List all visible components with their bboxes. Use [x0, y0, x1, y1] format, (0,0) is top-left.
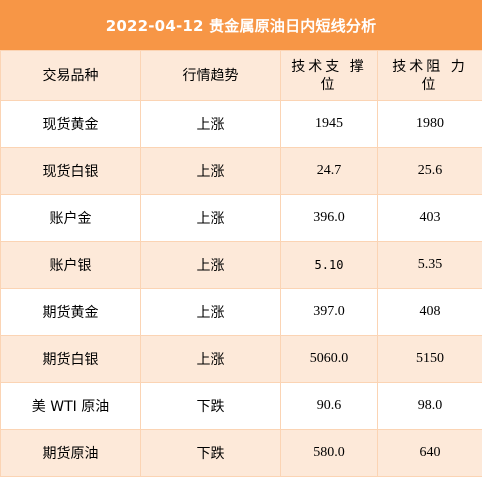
support-cell: 396.0	[280, 194, 378, 242]
table-row: 账户银 上涨 5.10 5.35	[0, 241, 482, 289]
resistance-cell: 408	[377, 288, 482, 336]
trend-cell: 上涨	[140, 194, 281, 242]
header-trend: 行情趋势	[140, 50, 281, 101]
table-row: 现货白银 上涨 24.7 25.6	[0, 147, 482, 195]
instrument-cell: 期货黄金	[0, 288, 141, 336]
support-cell: 24.7	[280, 147, 378, 195]
support-cell: 5060.0	[280, 335, 378, 383]
resistance-cell: 640	[377, 429, 482, 477]
resistance-cell: 1980	[377, 100, 482, 148]
support-cell: 1945	[280, 100, 378, 148]
header-resistance: 技术阻 力 位	[377, 50, 482, 101]
trend-cell: 上涨	[140, 288, 281, 336]
resistance-cell: 25.6	[377, 147, 482, 195]
instrument-cell: 账户银	[0, 241, 141, 289]
table-row: 期货黄金 上涨 397.0 408	[0, 288, 482, 336]
table-row: 美 WTI 原油 下跌 90.6 98.0	[0, 382, 482, 430]
analysis-table: 交易品种 行情趋势 技术支 撑 位 技术阻 力 位 现货黄金 上涨 1945 1…	[0, 50, 482, 477]
table-row: 期货原油 下跌 580.0 640	[0, 429, 482, 477]
support-cell: 397.0	[280, 288, 378, 336]
table-row: 期货白银 上涨 5060.0 5150	[0, 335, 482, 383]
table-title: 2022-04-12 贵金属原油日内短线分析	[0, 0, 482, 50]
trend-cell: 上涨	[140, 147, 281, 195]
instrument-cell: 现货黄金	[0, 100, 141, 148]
instrument-cell: 账户金	[0, 194, 141, 242]
resistance-cell: 403	[377, 194, 482, 242]
trend-cell: 上涨	[140, 100, 281, 148]
table-row: 现货黄金 上涨 1945 1980	[0, 100, 482, 148]
trend-cell: 上涨	[140, 335, 281, 383]
header-instrument: 交易品种	[0, 50, 141, 101]
instrument-cell: 现货白银	[0, 147, 141, 195]
header-row: 交易品种 行情趋势 技术支 撑 位 技术阻 力 位	[0, 50, 482, 101]
trend-cell: 下跌	[140, 429, 281, 477]
instrument-cell: 期货白银	[0, 335, 141, 383]
resistance-cell: 5150	[377, 335, 482, 383]
trend-cell: 下跌	[140, 382, 281, 430]
instrument-cell: 美 WTI 原油	[0, 382, 141, 430]
table-row: 账户金 上涨 396.0 403	[0, 194, 482, 242]
support-cell: 5.10	[280, 241, 378, 289]
instrument-cell: 期货原油	[0, 429, 141, 477]
support-cell: 580.0	[280, 429, 378, 477]
resistance-cell: 5.35	[377, 241, 482, 289]
support-cell: 90.6	[280, 382, 378, 430]
resistance-cell: 98.0	[377, 382, 482, 430]
trend-cell: 上涨	[140, 241, 281, 289]
header-support: 技术支 撑 位	[280, 50, 378, 101]
